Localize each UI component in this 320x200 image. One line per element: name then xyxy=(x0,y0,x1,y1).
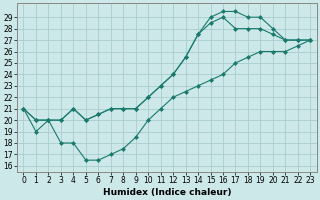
X-axis label: Humidex (Indice chaleur): Humidex (Indice chaleur) xyxy=(103,188,231,197)
